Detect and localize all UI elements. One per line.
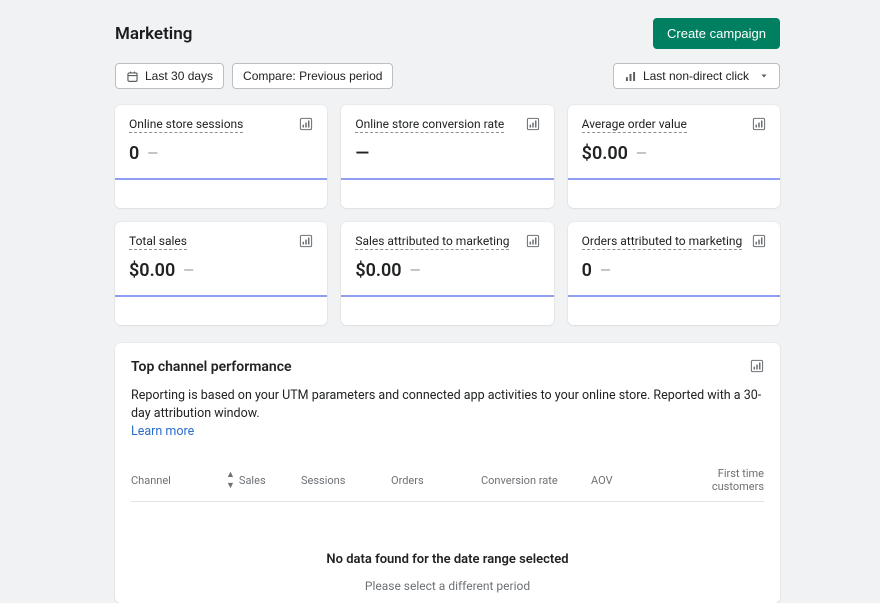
metric-value: $0.00 (582, 143, 628, 164)
column-sales[interactable]: ▲▼ Sales (226, 467, 301, 493)
panel-title: Top channel performance (131, 359, 292, 375)
chart-icon[interactable] (750, 359, 764, 377)
metric-card[interactable]: Online store sessions 0 — (115, 105, 327, 208)
empty-state: No data found for the date range selecte… (131, 502, 764, 603)
metric-trend-dash: — (600, 263, 611, 279)
metric-value: $0.00 (129, 260, 175, 281)
chart-icon[interactable] (299, 117, 313, 135)
metric-value: — (355, 143, 369, 164)
metric-card[interactable]: Sales attributed to marketing $0.00 — (341, 222, 553, 325)
panel-description: Reporting is based on your UTM parameter… (131, 388, 761, 421)
metric-value: 0 (582, 260, 592, 281)
bar-chart-icon (624, 70, 637, 83)
compare-button[interactable]: Compare: Previous period (232, 63, 393, 89)
channel-performance-panel: Top channel performance Reporting is bas… (115, 343, 780, 603)
create-campaign-button[interactable]: Create campaign (653, 18, 780, 49)
learn-more-link[interactable]: Learn more (131, 424, 194, 439)
attribution-button[interactable]: Last non-direct click (613, 63, 780, 89)
table-header: Channel ▲▼ Sales Sessions Orders Convers… (131, 457, 764, 502)
metric-title: Online store conversion rate (355, 117, 504, 133)
compare-label: Compare: Previous period (243, 69, 382, 83)
empty-state-subtitle: Please select a different period (131, 579, 764, 593)
column-sales-label: Sales (239, 474, 266, 487)
date-range-button[interactable]: Last 30 days (115, 63, 224, 89)
chart-icon[interactable] (752, 234, 766, 252)
chart-icon[interactable] (299, 234, 313, 252)
column-first-time[interactable]: First time customers (676, 467, 764, 493)
metric-value: 0 (129, 143, 139, 164)
metric-title: Orders attributed to marketing (582, 234, 743, 250)
column-sessions[interactable]: Sessions (301, 467, 391, 493)
column-aov[interactable]: AOV (591, 467, 676, 493)
metric-card[interactable]: Average order value $0.00 — (568, 105, 780, 208)
attribution-label: Last non-direct click (643, 69, 749, 83)
metric-trend-dash: — (183, 263, 194, 279)
empty-state-title: No data found for the date range selecte… (131, 552, 764, 567)
metric-card[interactable]: Orders attributed to marketing 0 — (568, 222, 780, 325)
column-orders[interactable]: Orders (391, 467, 481, 493)
chevron-down-icon (759, 71, 769, 81)
metric-trend-dash: — (410, 263, 421, 279)
metric-card[interactable]: Online store conversion rate — (341, 105, 553, 208)
date-range-label: Last 30 days (145, 69, 213, 83)
chart-icon[interactable] (752, 117, 766, 135)
chart-icon[interactable] (526, 117, 540, 135)
column-conversion[interactable]: Conversion rate (481, 467, 591, 493)
calendar-icon (126, 70, 139, 83)
metric-trend-dash: — (636, 146, 647, 162)
metric-title: Total sales (129, 234, 187, 250)
metric-title: Online store sessions (129, 117, 243, 133)
page-title: Marketing (115, 24, 192, 44)
sort-icon: ▲▼ (226, 469, 235, 491)
column-channel[interactable]: Channel (131, 467, 226, 493)
metric-title: Sales attributed to marketing (355, 234, 509, 250)
chart-icon[interactable] (526, 234, 540, 252)
metric-value: $0.00 (355, 260, 401, 281)
metric-card[interactable]: Total sales $0.00 — (115, 222, 327, 325)
metric-trend-dash: — (147, 146, 158, 162)
metric-title: Average order value (582, 117, 687, 133)
